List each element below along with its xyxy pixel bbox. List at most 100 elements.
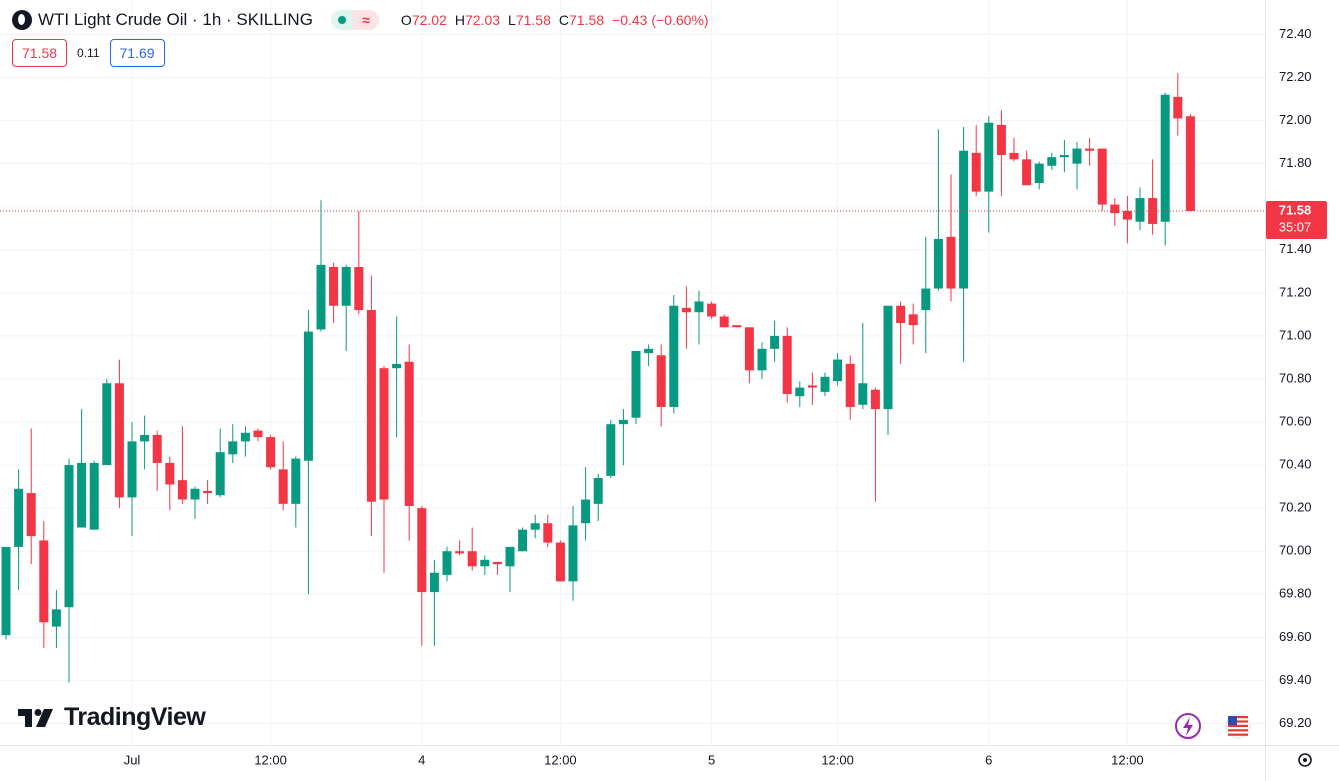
countdown: 35:07	[1279, 219, 1312, 234]
candle-body	[1047, 157, 1057, 166]
x-tick-label: 4	[418, 752, 425, 767]
candle-body	[1034, 163, 1044, 184]
ask-button[interactable]: 71.69	[109, 39, 165, 67]
candle-body	[1110, 204, 1120, 214]
y-tick-label: 69.20	[1279, 715, 1312, 730]
candle-body	[770, 335, 780, 349]
candle-body	[896, 305, 906, 323]
candle-body	[480, 559, 490, 567]
candle-body	[64, 465, 74, 608]
candle-body	[203, 490, 213, 494]
candle-body	[152, 434, 162, 463]
lightning-glyph	[1183, 717, 1193, 736]
candle-body	[417, 508, 427, 593]
market-status[interactable]: ≈	[330, 10, 379, 30]
candle-body	[429, 572, 439, 593]
candle-body	[354, 266, 364, 311]
candle-body	[291, 458, 301, 504]
candle-body	[240, 432, 250, 442]
candle-body	[719, 316, 729, 328]
x-tick-label: 12:00	[1111, 752, 1144, 767]
candle-body	[1135, 198, 1145, 222]
candle-body	[656, 355, 666, 407]
flag-canton	[1228, 716, 1237, 725]
candle-body	[89, 462, 99, 530]
bid-button[interactable]: 71.58	[12, 39, 68, 67]
candle-body	[392, 363, 402, 369]
candle-body	[707, 303, 717, 317]
y-tick-label: 72.20	[1279, 69, 1312, 84]
status-dot	[330, 10, 353, 30]
symbol-title[interactable]: WTI Light Crude Oil · 1h · SKILLING	[38, 10, 313, 29]
candle-body	[946, 236, 956, 289]
candle-body	[39, 540, 49, 623]
candle-body	[102, 383, 112, 466]
brand-mark	[18, 708, 53, 727]
candle-body	[1, 546, 11, 636]
settings-icon[interactable]	[1298, 753, 1312, 767]
candle-body	[177, 480, 187, 500]
candle-body	[669, 305, 679, 407]
candle-body	[316, 264, 326, 330]
candle-body	[1085, 148, 1095, 151]
x-tick-label: 6	[985, 752, 992, 767]
y-tick-label: 69.80	[1279, 586, 1312, 601]
settings-hub	[1303, 758, 1307, 762]
legend-header: WTI Light Crude Oil · 1h · SKILLING ≈ O7…	[12, 8, 709, 32]
candle-body	[908, 314, 918, 326]
candle-body	[971, 152, 981, 192]
x-tick-label: 12:00	[544, 752, 577, 767]
candle-body	[644, 348, 654, 354]
x-tick-label: 12:00	[821, 752, 854, 767]
status-icon: ≈	[352, 10, 379, 30]
legend-item: O72.02	[401, 12, 447, 28]
candle-body	[618, 419, 628, 425]
candle-body	[165, 462, 175, 485]
y-tick-label: 71.80	[1279, 155, 1312, 170]
candle-body	[228, 441, 238, 455]
candle-body	[266, 437, 276, 468]
candle-body	[278, 469, 288, 504]
candle-body	[1072, 148, 1082, 164]
candle-body	[921, 288, 931, 311]
candle-body	[303, 331, 313, 461]
candle-body	[26, 493, 36, 537]
candle-body	[518, 529, 528, 552]
candle-body	[870, 389, 880, 410]
candle-body	[606, 424, 616, 476]
candle-body	[845, 363, 855, 407]
last-price-label: 71.58	[1279, 202, 1312, 217]
candle-body	[366, 310, 376, 502]
candle-body	[568, 525, 578, 582]
candle-body	[329, 266, 339, 306]
brand-logo[interactable]: TradingView	[18, 703, 206, 732]
y-tick-label: 71.00	[1279, 327, 1312, 342]
candle-body	[996, 124, 1006, 156]
ohlc-values: O72.02 H72.03 L71.58 C71.58 −0.43 (−0.60%)	[401, 12, 709, 28]
candle-body	[77, 462, 87, 528]
candle-body	[757, 348, 767, 371]
y-tick-label: 71.40	[1279, 241, 1312, 256]
candle-body	[581, 499, 591, 524]
candle-body	[555, 542, 565, 582]
candle-body	[114, 383, 124, 498]
candle-body	[404, 361, 414, 506]
legend-value: 72.02	[411, 12, 447, 28]
change: −0.43 (−0.60%)	[612, 12, 709, 28]
candle-body	[1160, 94, 1170, 222]
candle-body	[782, 335, 792, 395]
candle-body	[807, 385, 817, 388]
spread: 0.11	[77, 46, 100, 60]
legend-key: O	[400, 12, 412, 28]
brand-name: TradingView	[64, 703, 206, 731]
candle-body	[253, 430, 263, 438]
legend-value: 72.03	[464, 12, 501, 28]
y-tick-label: 72.40	[1279, 26, 1312, 41]
flag-stripe	[1228, 733, 1248, 736]
x-tick-label: Jul	[124, 752, 141, 767]
candle-body	[1059, 155, 1069, 158]
candle-body	[442, 551, 452, 575]
y-tick-label: 70.40	[1279, 457, 1312, 472]
